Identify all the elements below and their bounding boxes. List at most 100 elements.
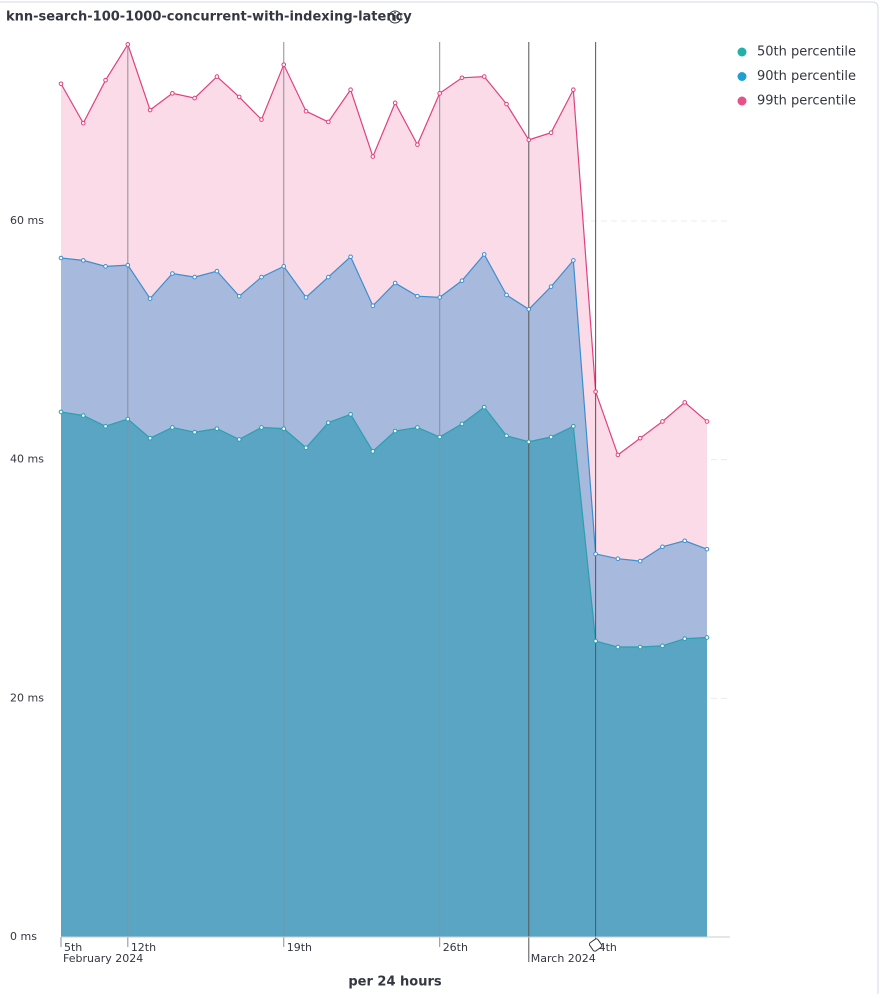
point: [615, 556, 621, 562]
point: [125, 42, 131, 47]
point: [147, 296, 153, 301]
point: [348, 87, 353, 93]
point: [660, 419, 665, 424]
point: [637, 435, 643, 441]
annotation-marker: [588, 938, 603, 952]
line: [60, 253, 708, 562]
point: [682, 636, 688, 641]
point: [170, 271, 175, 276]
legend-label: 99th percentile: [757, 94, 856, 109]
point: [704, 546, 710, 552]
point: [415, 142, 420, 147]
point: [682, 400, 688, 405]
point: [259, 425, 264, 430]
point: [80, 120, 86, 126]
legend-dot: [737, 96, 747, 106]
point: [437, 434, 442, 440]
point: [303, 295, 309, 300]
point: [348, 254, 353, 260]
x-tick-label: 19th: [287, 941, 312, 954]
point: [637, 644, 643, 650]
legend-item[interactable]: 99th percentile: [737, 94, 857, 109]
point: [214, 74, 220, 79]
point: [281, 62, 287, 67]
x-month-label: February 2024: [63, 952, 143, 965]
point: [192, 274, 197, 280]
point: [682, 538, 688, 544]
y-tick-label: 40 ms: [10, 453, 44, 466]
legend-dot: [737, 47, 747, 57]
point: [593, 551, 598, 557]
legend-dot: [737, 72, 747, 81]
x-axis-title: per 24 hours: [348, 975, 442, 990]
point: [615, 644, 621, 650]
point: [415, 425, 420, 430]
point: [103, 77, 108, 83]
point: [214, 426, 220, 431]
point: [370, 303, 376, 309]
legend-label: 90th percentile: [757, 69, 856, 84]
point: [147, 107, 153, 113]
point: [526, 439, 532, 445]
info-icon[interactable]: [388, 10, 402, 24]
point: [660, 643, 665, 649]
legend-item[interactable]: 50th percentile: [737, 45, 857, 60]
point: [214, 268, 220, 274]
point: [704, 419, 710, 424]
point: [481, 404, 487, 410]
point: [392, 428, 398, 434]
point: [571, 87, 576, 93]
point: [593, 638, 598, 644]
point: [504, 292, 509, 298]
point: [526, 307, 532, 312]
point: [192, 95, 197, 101]
point: [615, 452, 621, 458]
point: [103, 423, 108, 429]
point: [236, 293, 242, 299]
point: [548, 284, 554, 289]
point: [58, 255, 64, 261]
point: [504, 433, 509, 439]
y-tick-label: 60 ms: [10, 214, 44, 227]
point: [571, 423, 576, 429]
legend-item[interactable]: 90th percentile: [737, 69, 857, 84]
point: [125, 416, 131, 422]
x-tick-label: 5th: [64, 941, 82, 954]
point: [259, 274, 264, 280]
point: [236, 94, 242, 100]
point: [170, 425, 175, 430]
line: [60, 42, 708, 456]
point: [80, 413, 86, 418]
point: [392, 280, 398, 286]
point: [125, 262, 131, 268]
point: [459, 75, 465, 81]
x-month-label: March 2024: [531, 952, 596, 965]
line: [60, 406, 708, 648]
y-tick-label: 0 ms: [10, 930, 37, 943]
point: [236, 437, 242, 442]
point: [147, 435, 153, 441]
point: [526, 137, 532, 143]
point: [392, 100, 398, 106]
point: [58, 81, 64, 87]
point: [437, 295, 442, 300]
point: [281, 426, 287, 431]
point: [637, 558, 643, 564]
point: [170, 91, 175, 96]
y-tick-label: 20 ms: [10, 691, 44, 704]
point: [326, 274, 331, 280]
point: [571, 258, 576, 263]
point: [370, 449, 376, 454]
area: [61, 407, 707, 937]
point: [326, 420, 331, 425]
point: [80, 258, 86, 263]
point: [437, 91, 442, 96]
point: [459, 421, 465, 427]
point: [370, 154, 376, 159]
point: [326, 119, 331, 125]
point: [593, 389, 598, 394]
point: [281, 264, 287, 269]
